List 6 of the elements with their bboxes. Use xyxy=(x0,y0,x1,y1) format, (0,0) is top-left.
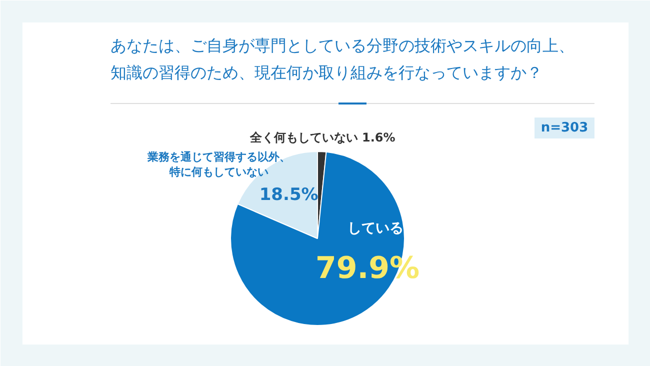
text: n=303 xyxy=(540,120,588,136)
slice-label: 業務を通じて習得する以外、特に何もしていない xyxy=(146,150,290,179)
slice-label: している xyxy=(348,220,404,236)
slice-label: 全く何もしていない 1.6% xyxy=(248,130,396,145)
data-label: 18.5% xyxy=(259,184,318,205)
chart-title: あなたは、ご自身が専門としている分野の技術やスキルの向上、知識の習得のため、現在何か取り組みを行なっていますか？ xyxy=(110,36,574,82)
